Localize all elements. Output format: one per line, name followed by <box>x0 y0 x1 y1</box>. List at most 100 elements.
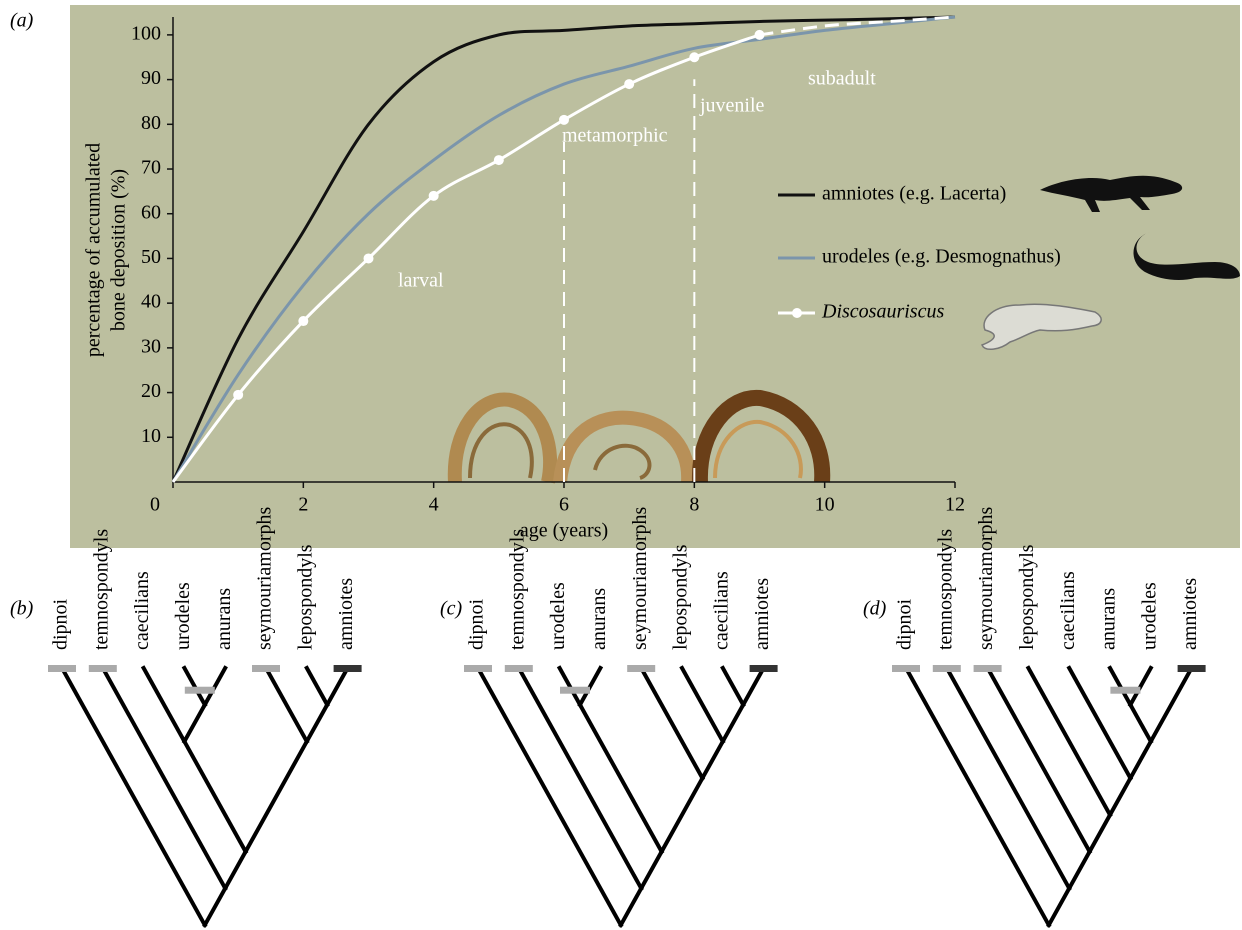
branch <box>307 668 327 705</box>
data-point <box>364 253 374 263</box>
taxon-label: seymouriamorphs <box>975 506 997 650</box>
y-tick-label: 30 <box>141 335 161 357</box>
page: body { margin: 0; background: #fff; font… <box>0 0 1242 930</box>
branch <box>641 852 661 889</box>
annotation: metamorphic <box>562 125 668 147</box>
legend-marker <box>792 308 802 318</box>
y-axis-label: bone deposition (%) <box>108 169 130 331</box>
figure: (a) 10 20 30 40 50 60 70 80 90 100 0 2 4 6 8 10 12 age (y… <box>0 0 1242 930</box>
character-bar <box>252 665 280 672</box>
branch <box>205 668 225 705</box>
character-bar <box>627 665 655 672</box>
branch <box>1110 778 1130 815</box>
data-point <box>559 115 569 125</box>
character-bar <box>185 687 215 694</box>
branch <box>621 888 641 925</box>
data-point <box>298 316 308 326</box>
taxon-label: caecilians <box>1057 571 1079 650</box>
data-point <box>494 155 504 165</box>
taxon-label: lepospondyls <box>294 544 316 650</box>
panel-label: (c) <box>440 598 463 620</box>
y-tick-label: 50 <box>141 246 161 268</box>
taxon-label: lepospondyls <box>1016 544 1038 650</box>
branch <box>144 668 185 741</box>
branch <box>246 741 307 851</box>
taxon-label: amniotes <box>1179 578 1201 650</box>
x-tick-label: 4 <box>429 494 439 516</box>
character-bar <box>464 665 492 672</box>
y-tick-label: 100 <box>131 22 161 44</box>
legend-label: amniotes (e.g. Lacerta) <box>822 183 1006 205</box>
y-tick-label: 60 <box>141 201 161 223</box>
y-tick-label: 40 <box>141 291 161 313</box>
branch <box>1130 741 1150 778</box>
y-tick-label: 80 <box>141 112 161 134</box>
panel-label: (a) <box>10 10 34 32</box>
y-axis-label: percentage of accumulated <box>83 143 105 357</box>
taxon-label: caecilians <box>131 571 153 650</box>
branch <box>62 668 205 925</box>
taxon-label: lepospondyls <box>670 544 692 650</box>
x-tick-label: 8 <box>689 494 699 516</box>
branch <box>1028 668 1110 815</box>
panel-label: (d) <box>863 598 887 620</box>
x-tick-label: 0 <box>150 494 160 516</box>
character-bar <box>1110 687 1140 694</box>
taxon-label: dipnoi <box>894 598 916 650</box>
character-bar <box>750 665 778 672</box>
branch <box>184 705 204 742</box>
character-bar <box>505 665 533 672</box>
taxon-label: anurans <box>588 588 610 650</box>
branch <box>225 852 245 889</box>
character-bar <box>933 665 961 672</box>
branch <box>723 705 743 742</box>
legend-label: urodeles (e.g. Desmognathus) <box>822 246 1061 268</box>
data-point <box>689 52 699 62</box>
taxon-label: urodeles <box>172 582 194 650</box>
y-tick-label: 10 <box>141 425 161 447</box>
branch <box>1130 705 1150 742</box>
branch <box>1069 852 1089 889</box>
branch <box>1110 668 1130 705</box>
taxon-label: urodeles <box>1138 582 1160 650</box>
y-tick-label: 90 <box>141 67 161 89</box>
taxon-label: anurans <box>213 588 235 650</box>
x-tick-label: 10 <box>815 494 835 516</box>
y-tick-label: 20 <box>141 380 161 402</box>
annotation: subadult <box>808 68 876 90</box>
branch <box>184 668 204 705</box>
character-bar <box>89 665 117 672</box>
y-tick-label: 70 <box>141 157 161 179</box>
branch <box>1151 668 1192 741</box>
branch <box>478 668 621 925</box>
taxon-label: anurans <box>1098 588 1120 650</box>
branch <box>662 778 703 851</box>
taxon-label: amniotes <box>335 578 357 650</box>
x-axis-label: age (years) <box>520 520 608 542</box>
taxon-label: amniotes <box>751 578 773 650</box>
body: {"panel_a_label": "(a)", "chart_data": {… <box>0 0 1242 930</box>
data-point <box>429 191 439 201</box>
branch <box>560 668 580 705</box>
branch <box>307 705 327 742</box>
taxon-label: dipnoi <box>50 598 72 650</box>
branch <box>205 888 225 925</box>
character-bar <box>974 665 1002 672</box>
branch <box>1130 668 1150 705</box>
branch <box>702 741 722 778</box>
x-tick-label: 6 <box>559 494 569 516</box>
branch <box>988 668 1090 852</box>
taxon-label: caecilians <box>710 571 732 650</box>
branch <box>723 668 743 705</box>
taxon-label: temnospondyls <box>934 529 956 650</box>
branch <box>1049 888 1069 925</box>
branch <box>743 668 763 705</box>
character-bar <box>1178 665 1206 672</box>
branch <box>682 668 723 741</box>
x-tick-label: 2 <box>298 494 308 516</box>
taxon-label: seymouriamorphs <box>629 506 651 650</box>
data-point <box>624 79 634 89</box>
x-tick-label: 12 <box>945 494 965 516</box>
character-bar <box>48 665 76 672</box>
annotation: juvenile <box>699 95 765 117</box>
